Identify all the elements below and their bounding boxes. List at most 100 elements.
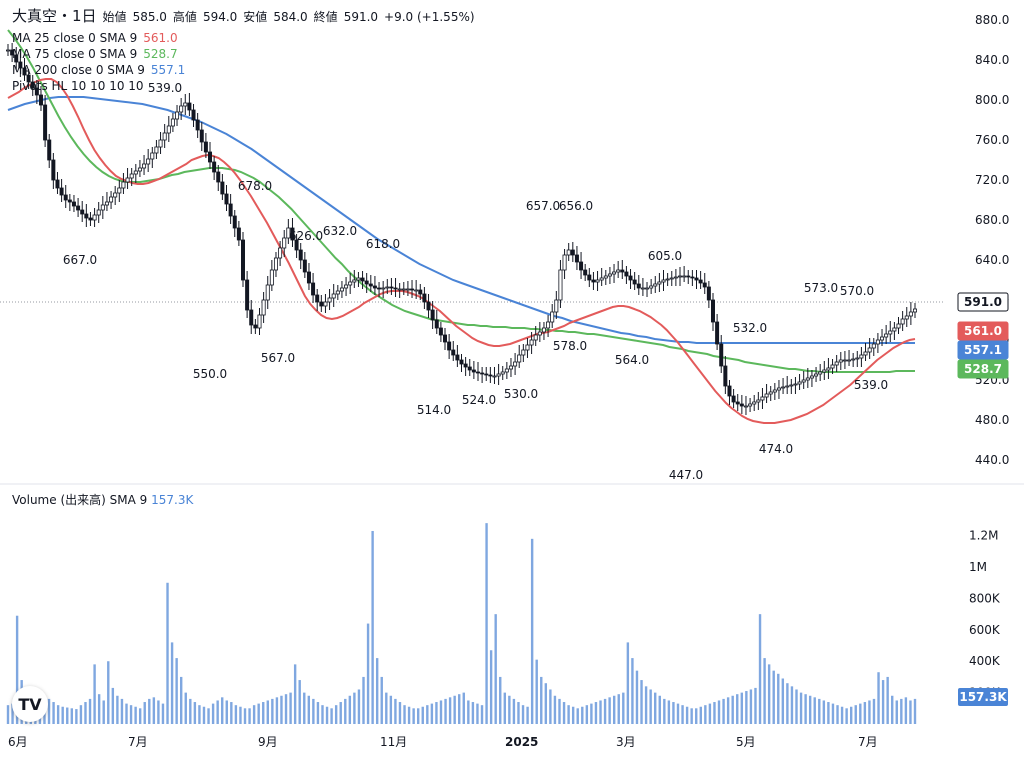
indicator-ma200[interactable]: MA 200 close 0 SMA 9 557.1 xyxy=(12,63,186,77)
candle-body xyxy=(508,365,513,370)
pivot-label: 578.0 xyxy=(553,339,587,353)
candle-body xyxy=(327,297,332,303)
candle-body xyxy=(768,391,773,395)
volume-bar xyxy=(553,695,557,724)
close-label: 終値 xyxy=(313,10,338,24)
candle-body xyxy=(257,314,262,329)
candle-body xyxy=(595,279,600,283)
volume-bar xyxy=(631,658,634,724)
volume-bar xyxy=(644,686,648,724)
candle-body xyxy=(607,273,612,277)
candle-body xyxy=(855,357,860,360)
volume-bar xyxy=(284,694,288,724)
volume-bar xyxy=(129,705,133,724)
symbol-title[interactable]: 大真空・1日 xyxy=(12,7,97,25)
volume-bar xyxy=(900,698,903,724)
volume-bar xyxy=(11,703,14,724)
volume-bar xyxy=(362,676,365,724)
volume-bar xyxy=(189,698,192,724)
volume-bar xyxy=(813,697,816,724)
candle-body xyxy=(818,371,823,375)
candle-body xyxy=(142,163,147,169)
candle-body xyxy=(587,274,592,281)
candle-body xyxy=(410,288,415,291)
candle-body xyxy=(385,286,390,289)
candle-body xyxy=(414,289,419,292)
volume-bar xyxy=(772,670,775,724)
volume-bar xyxy=(617,694,620,724)
volume-bar xyxy=(836,705,839,724)
volume-bar xyxy=(348,695,352,724)
volume-tick-label: 400K xyxy=(969,654,1001,668)
volume-bar xyxy=(307,695,311,724)
volume-bar xyxy=(781,678,785,724)
candle-body xyxy=(678,275,683,278)
volume-legend[interactable]: Volume (出来高) SMA 9 157.3K xyxy=(12,491,193,508)
candle-body xyxy=(34,87,39,96)
volume-bar xyxy=(157,700,160,724)
pivot-label: 539.0 xyxy=(854,378,888,392)
indicator-pivots[interactable]: Pivots HL 10 10 10 10 xyxy=(12,79,144,93)
volume-bar xyxy=(298,680,301,724)
candle-body xyxy=(863,351,868,356)
low-label: 安値 xyxy=(243,10,268,24)
candle-body xyxy=(702,282,707,288)
candle-body xyxy=(401,288,406,291)
volume-bar xyxy=(88,698,92,724)
candle-body xyxy=(908,311,913,317)
candle-body xyxy=(599,277,604,281)
high-value: 594.0 xyxy=(202,10,238,24)
candle-body xyxy=(888,330,893,335)
volume-bar xyxy=(184,692,187,724)
time-tick-label: 3月 xyxy=(616,735,636,749)
indicator-ma25[interactable]: MA 25 close 0 SMA 9 561.0 xyxy=(12,31,178,45)
candle-body xyxy=(302,259,307,273)
volume-bar xyxy=(257,703,260,724)
volume-bar xyxy=(558,698,561,724)
candle-body xyxy=(694,277,699,281)
volume-bar xyxy=(107,661,110,724)
candle-body xyxy=(59,187,64,196)
candle-body xyxy=(294,239,299,251)
volume-bar xyxy=(704,705,707,724)
candle-body xyxy=(451,349,456,356)
candle-body xyxy=(781,386,786,389)
candle-body xyxy=(574,254,579,263)
pivot-label: 564.0 xyxy=(615,353,649,367)
candle-body xyxy=(434,319,439,329)
pivot-label: 626.0 xyxy=(289,229,323,243)
volume-bar xyxy=(93,664,96,724)
candle-body xyxy=(377,287,382,290)
time-tick-label: 5月 xyxy=(736,735,756,749)
candle-body xyxy=(26,74,31,83)
candle-body xyxy=(698,279,703,284)
indicator-ma75[interactable]: MA 75 close 0 SMA 9 528.7 xyxy=(12,47,178,61)
candle-body xyxy=(686,275,691,278)
candle-body xyxy=(748,403,753,407)
tradingview-logo[interactable]: TV xyxy=(12,686,48,722)
volume-bar xyxy=(75,709,78,724)
volume-bar xyxy=(97,694,101,724)
volume-tick-label: 1.2M xyxy=(969,529,998,543)
volume-bar xyxy=(239,706,242,724)
volume-bar xyxy=(47,698,51,724)
candle-body xyxy=(426,301,431,311)
volume-bar xyxy=(731,695,734,724)
volume-bar xyxy=(726,697,730,724)
candle-body xyxy=(793,383,798,386)
volume-bar xyxy=(530,538,534,724)
time-tick-label: 2025 xyxy=(505,735,538,749)
candle-body xyxy=(805,377,810,381)
volume-bar xyxy=(685,706,689,724)
volume-bar xyxy=(863,702,867,724)
candle-body xyxy=(220,181,225,195)
volume-label: Volume (出来高) SMA 9 xyxy=(12,493,148,507)
candle-body xyxy=(847,359,852,362)
volume-bar xyxy=(444,698,447,724)
volume-bar xyxy=(913,698,917,724)
candle-body xyxy=(455,354,460,361)
volume-bar xyxy=(777,673,780,724)
candle-body xyxy=(418,289,423,295)
candle-body xyxy=(92,214,97,221)
